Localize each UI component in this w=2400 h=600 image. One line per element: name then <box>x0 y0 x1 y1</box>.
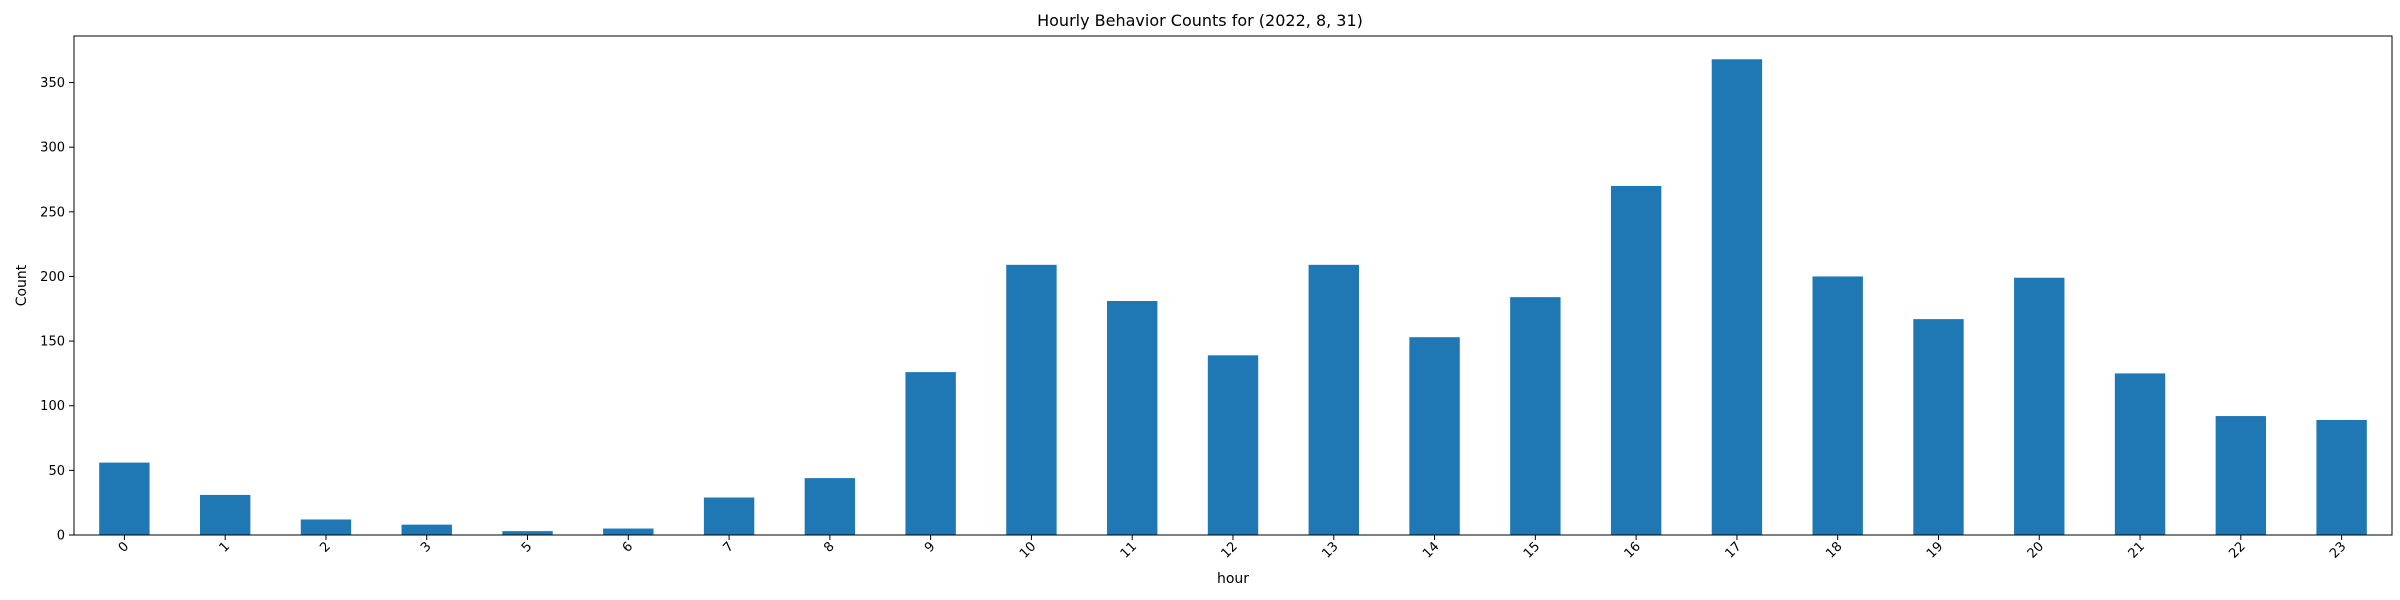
x-tick-label: 15 <box>1521 539 1543 561</box>
x-tick-label: 19 <box>1924 539 1946 561</box>
bar-hour-18 <box>1812 276 1863 535</box>
bar-hour-0 <box>99 462 150 535</box>
bar-hour-16 <box>1610 185 1662 535</box>
x-tick-label: 1 <box>217 539 233 555</box>
x-tick-label: 7 <box>720 539 736 555</box>
x-tick-label: 22 <box>2226 539 2248 561</box>
x-tick-label: 9 <box>922 539 938 555</box>
bar-hour-5 <box>502 531 553 535</box>
y-tick-label: 350 <box>40 76 65 91</box>
bar-hour-11 <box>1107 301 1158 535</box>
bar-hour-22 <box>2215 416 2267 535</box>
x-tick-label: 6 <box>620 539 636 555</box>
y-tick-label: 150 <box>40 335 65 350</box>
y-tick-label: 250 <box>40 205 65 220</box>
bar-hour-23 <box>2316 419 2367 535</box>
bar-hour-21 <box>2114 373 2166 535</box>
y-tick-label: 300 <box>40 141 65 156</box>
x-tick-label: 0 <box>116 539 132 555</box>
x-tick-label: 8 <box>821 539 837 555</box>
x-tick-label: 23 <box>2327 539 2349 561</box>
x-axis-ticks: 0 1 2 3 5 6 7 8 9 10 11 12 13 14 15 16 17 18 19 20 21 22 23 <box>116 535 2349 562</box>
bar-hour-1 <box>199 494 251 535</box>
bar-hour-6 <box>603 528 654 535</box>
x-tick-label: 13 <box>1319 539 1341 561</box>
x-tick-label: 11 <box>1118 539 1140 561</box>
plot-frame <box>73 35 2393 536</box>
bar-hour-20 <box>2014 277 2065 535</box>
bar-hour-9 <box>905 372 956 535</box>
bar-hour-3 <box>401 524 452 535</box>
x-tick-label: 18 <box>1823 539 1845 561</box>
chart-title: Hourly Behavior Counts for (2022, 8, 31) <box>1037 11 1363 30</box>
x-tick-label: 20 <box>2025 539 2047 561</box>
bar-hour-2 <box>300 519 352 535</box>
bar-hour-10 <box>1006 264 1057 535</box>
y-axis-label: Count <box>14 264 30 306</box>
bars-group <box>99 59 2367 535</box>
x-tick-label: 14 <box>1420 539 1442 561</box>
y-tick-label: 0 <box>57 529 65 544</box>
x-tick-label: 21 <box>2126 539 2148 561</box>
x-tick-label: 2 <box>317 539 333 555</box>
bar-hour-13 <box>1308 264 1359 535</box>
y-tick-label: 50 <box>48 464 65 479</box>
bar-hour-7 <box>703 497 755 535</box>
bar-hour-14 <box>1409 337 1460 535</box>
x-tick-label: 12 <box>1219 539 1241 561</box>
x-tick-label: 3 <box>418 539 434 555</box>
x-tick-label: 5 <box>519 539 535 555</box>
bar-hour-17 <box>1711 59 1763 535</box>
x-tick-label: 17 <box>1722 539 1744 561</box>
bar-hour-15 <box>1510 297 1561 535</box>
x-tick-label: 10 <box>1017 539 1039 561</box>
bar-hour-19 <box>1913 319 1964 535</box>
bar-hour-12 <box>1207 355 1259 535</box>
x-axis-label: hour <box>1217 571 1249 587</box>
x-tick-label: 16 <box>1622 539 1644 561</box>
bar-hour-8 <box>804 478 856 535</box>
y-tick-label: 100 <box>40 399 65 414</box>
y-tick-label: 200 <box>40 270 65 285</box>
y-axis-ticks: 0 50 100 150 200 250 300 350 <box>40 76 74 544</box>
